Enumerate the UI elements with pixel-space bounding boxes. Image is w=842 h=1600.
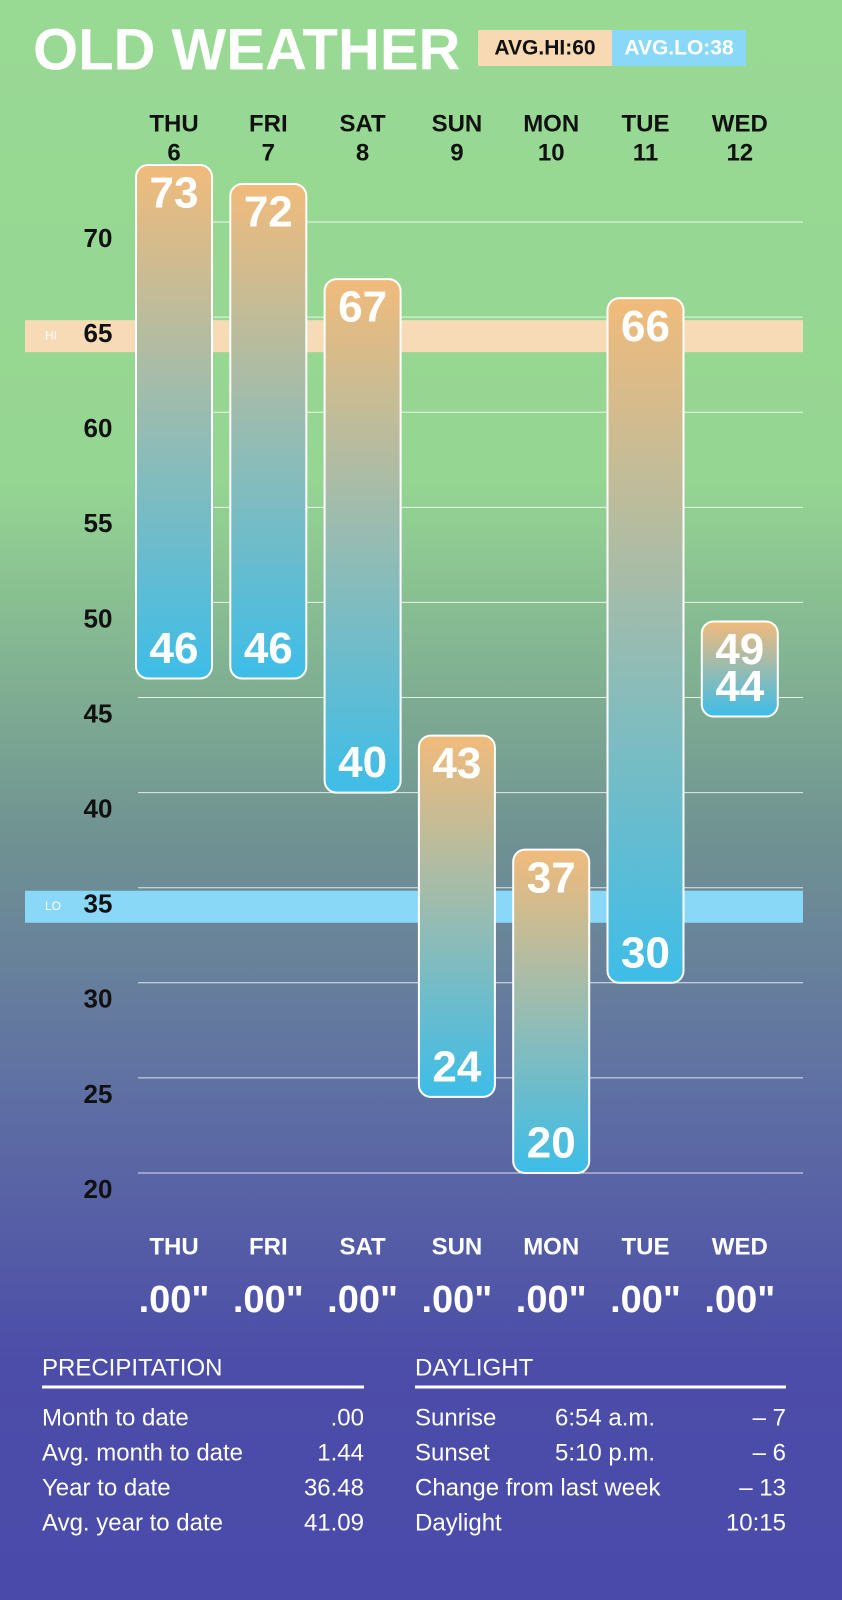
precip-day-label: THU [149,1233,198,1260]
table-cell: Year to date [42,1474,171,1501]
y-tick-label: 70 [84,223,113,253]
high-label: 66 [621,302,670,351]
precip-day-label: FRI [249,1233,288,1260]
table-cell: – 6 [753,1439,786,1466]
day-label: SAT [339,110,386,137]
date-label: 11 [633,139,658,166]
date-label: 8 [356,139,369,166]
range-bar [512,848,591,1174]
table-cell: Change from last week [415,1474,661,1501]
table-title: DAYLIGHT [415,1354,534,1381]
y-tick-label: 35 [84,889,113,919]
precip-value: .00" [139,1279,210,1321]
precip-value: .00" [233,1279,304,1321]
low-label: 44 [715,662,764,711]
y-tick-label: 65 [84,318,113,348]
date-label: 7 [262,139,275,166]
band-label: HI [45,328,57,342]
table-cell: 1.44 [317,1439,364,1466]
table-cell: Sunset [415,1439,490,1466]
y-tick-label: 20 [84,1174,113,1204]
precip-value: .00" [516,1279,587,1321]
y-tick-label: 25 [84,1079,113,1109]
precip-value: .00" [327,1279,398,1321]
high-label: 72 [244,188,293,237]
table-cell: Daylight [415,1509,502,1536]
range-bar [606,297,685,984]
table-cell: Avg. year to date [42,1509,223,1536]
table-cell: Month to date [42,1404,189,1431]
day-label: SUN [432,110,483,137]
day-label: THU [149,110,198,137]
table-cell: Avg. month to date [42,1439,243,1466]
avg-lo: AVG.LO:38 [624,37,734,60]
precip-day-label: SAT [339,1233,386,1260]
precip-value: .00" [610,1279,681,1321]
low-label: 20 [527,1119,576,1168]
y-tick-label: 50 [84,603,113,633]
y-tick-label: 45 [84,698,113,728]
y-tick-label: 30 [84,984,113,1014]
precip-day-label: WED [712,1233,768,1260]
low-label: 24 [432,1043,481,1092]
range-bar [417,734,496,1098]
table-cell: – 13 [739,1474,786,1501]
low-label: 40 [338,738,387,787]
table-cell: 36.48 [304,1474,364,1501]
range-bar [700,620,779,718]
table-cell: 5:10 p.m. [555,1439,655,1466]
y-tick-label: 60 [84,413,113,443]
table-cell: 10:15 [726,1509,786,1536]
date-label: 12 [726,139,753,166]
date-label: 9 [450,139,463,166]
y-tick-label: 40 [84,793,113,823]
range-bar [229,183,308,680]
day-label: TUE [622,110,670,137]
date-label: 6 [167,139,180,166]
precip-day-label: SUN [432,1233,483,1260]
table-cell: 41.09 [304,1509,364,1536]
low-label: 46 [150,624,199,673]
low-label: 46 [244,624,293,673]
y-tick-label: 55 [84,508,113,538]
reference-band [25,890,803,923]
day-label: FRI [249,110,288,137]
table-title: PRECIPITATION [42,1354,222,1381]
avg-lo-box [612,30,746,66]
low-label: 30 [621,928,670,977]
avg-hi: AVG.HI:60 [494,37,595,60]
table-cell: Sunrise [415,1404,496,1431]
high-label: 37 [527,853,576,902]
avg-hi-box [478,30,612,66]
high-label: 49 [715,625,764,674]
chart-title: OLD WEATHER [33,17,460,82]
range-bar [135,164,213,680]
high-label: 73 [150,169,199,218]
range-bar [323,278,402,794]
precip-value: .00" [421,1279,492,1321]
table-cell: – 7 [753,1404,786,1431]
day-label: WED [712,110,768,137]
high-label: 43 [432,739,481,788]
precip-day-label: TUE [622,1233,670,1260]
date-label: 10 [538,139,565,166]
table-cell: .00 [331,1404,364,1431]
precip-value: .00" [704,1279,775,1321]
day-label: MON [523,110,579,137]
band-label: LO [45,899,61,913]
table-cell: 6:54 a.m. [555,1404,655,1431]
precip-day-label: MON [523,1233,579,1260]
high-label: 67 [338,283,387,332]
